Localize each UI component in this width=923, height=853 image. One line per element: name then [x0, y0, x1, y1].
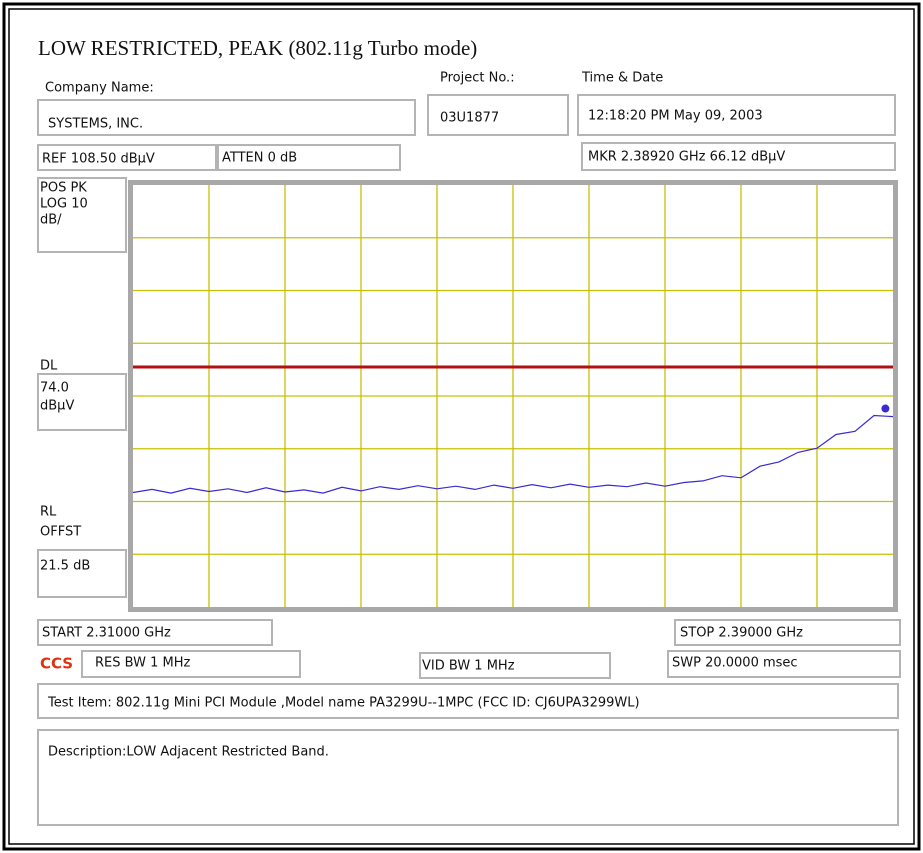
value: REF 108.50 dBµV: [42, 152, 155, 167]
field: [37, 619, 273, 646]
value: SWP 20.0000 msec: [672, 656, 798, 671]
value: VID BW 1 MHz: [422, 659, 515, 674]
field: [37, 549, 127, 598]
label: Project No.:: [440, 71, 515, 86]
label: Company Name:: [45, 81, 154, 96]
value: OFFST: [40, 525, 81, 540]
value: DL: [40, 359, 58, 374]
value: Test Item: 802.11g Mini PCI Module ,Mode…: [47, 696, 640, 711]
field: [577, 94, 896, 136]
field: [581, 142, 896, 171]
value: STOP 2.39000 GHz: [680, 626, 803, 641]
field: [674, 619, 901, 646]
value: LOG 10: [40, 197, 88, 212]
value: SYSTEMS, INC.: [48, 117, 143, 132]
field: [37, 177, 127, 253]
value: 12:18:20 PM May 09, 2003: [588, 109, 763, 124]
field: [37, 683, 899, 719]
field: [37, 99, 416, 136]
title: LOW RESTRICTED, PEAK (802.11g Turbo mode…: [38, 36, 477, 60]
field: [37, 144, 217, 171]
brand: CCS: [40, 655, 73, 673]
field: [667, 650, 901, 678]
field: [217, 144, 401, 171]
field: [37, 729, 899, 826]
inner-frame: [8, 8, 915, 845]
value: MKR 2.38920 GHz 66.12 dBµV: [588, 150, 785, 165]
value: 21.5 dB: [40, 559, 90, 574]
value: Description:LOW Adjacent Restricted Band…: [48, 745, 329, 760]
value: 03U1877: [440, 111, 499, 126]
value: dBµV: [40, 399, 74, 414]
value: POS PK: [40, 181, 87, 196]
value: START 2.31000 GHz: [42, 626, 171, 641]
field: [419, 652, 611, 679]
value: 74.0: [40, 381, 69, 396]
value: ATTEN 0 dB: [222, 151, 297, 166]
marker: [881, 404, 890, 413]
field: [37, 373, 127, 431]
value: dB/: [40, 213, 62, 228]
label: Time & Date: [581, 71, 663, 86]
field: [81, 650, 301, 678]
field: [427, 94, 569, 136]
value: RL: [40, 505, 57, 520]
trace: [132, 414, 894, 494]
value: RES BW 1 MHz: [95, 656, 190, 671]
